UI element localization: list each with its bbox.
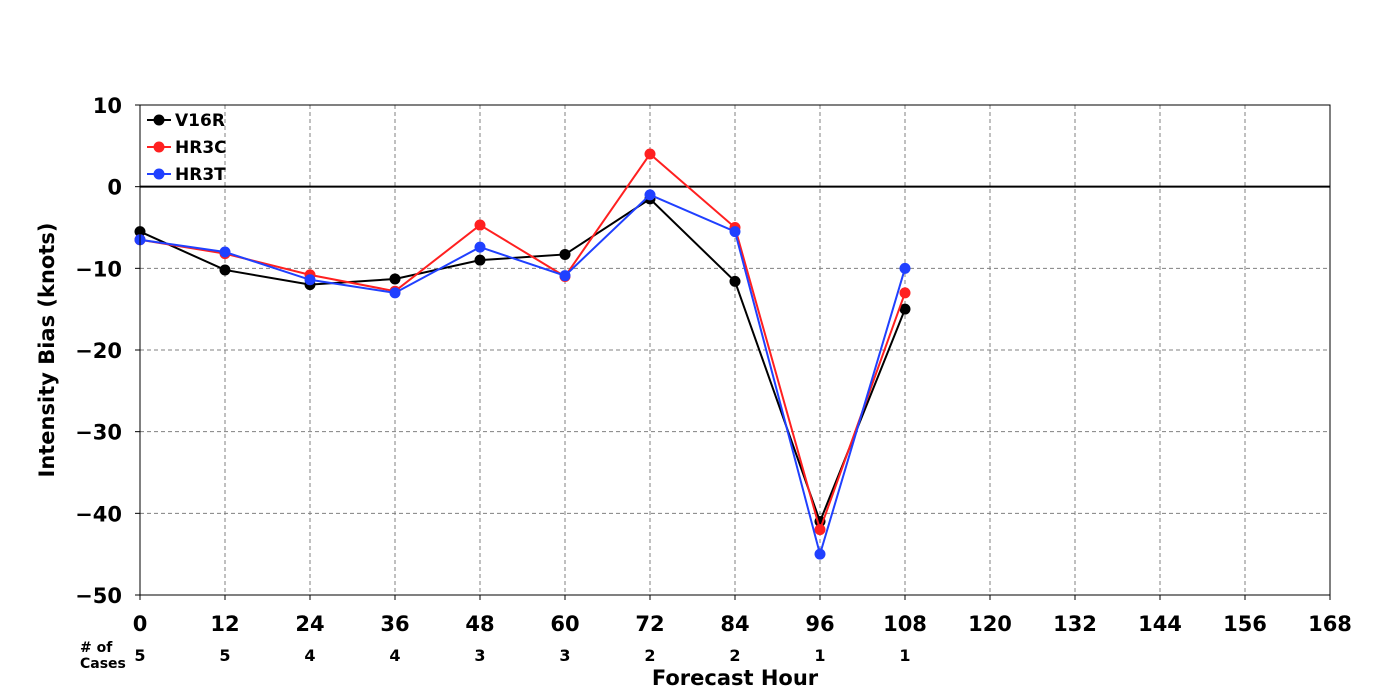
data-point — [474, 219, 486, 231]
y-tick-label: −40 — [75, 502, 122, 526]
y-axis-title: Intensity Bias (knots) — [35, 223, 59, 478]
series-line — [139, 152, 906, 533]
data-point — [644, 189, 656, 201]
x-tick-label: 12 — [210, 612, 239, 636]
x-tick-label: 24 — [295, 612, 324, 636]
x-tick-label: 84 — [720, 612, 749, 636]
y-tick-label: −30 — [75, 421, 122, 445]
x-tick-label: 120 — [968, 612, 1012, 636]
data-point — [814, 548, 826, 560]
series-lines — [134, 148, 911, 560]
cases-label-line2: Cases — [80, 656, 126, 672]
data-point — [389, 287, 401, 299]
case-count: 5 — [219, 646, 230, 665]
case-count: 2 — [729, 646, 740, 665]
x-tick-label: 60 — [550, 612, 579, 636]
y-tick-label: −50 — [75, 584, 122, 608]
data-point — [389, 273, 401, 285]
legend: V16R HR3C HR3T — [147, 111, 227, 185]
x-axis-ticks: 0 12 24 36 48 60 72 84 96 108 120 132 144 156 168 — [133, 595, 1352, 636]
y-tick-label: 10 — [93, 94, 122, 118]
legend-label: V16R — [175, 111, 225, 131]
legend-item-hr3t: HR3T — [147, 165, 226, 185]
data-point — [559, 270, 571, 282]
y-axis-ticks: 10 0 −10 −20 −30 −40 −50 — [75, 94, 140, 608]
data-point — [814, 524, 826, 536]
x-tick-label: 168 — [1308, 612, 1352, 636]
case-count: 5 — [134, 646, 145, 665]
x-tick-label: 132 — [1053, 612, 1097, 636]
x-tick-label: 0 — [133, 612, 148, 636]
data-point — [644, 148, 656, 160]
case-count: 4 — [304, 646, 315, 665]
data-point — [899, 287, 911, 299]
data-point — [304, 274, 316, 286]
x-tick-label: 72 — [635, 612, 664, 636]
x-tick-label: 108 — [883, 612, 927, 636]
y-tick-label: −10 — [75, 257, 122, 281]
series-line — [139, 197, 906, 525]
legend-label: HR3T — [175, 165, 226, 185]
legend-label: HR3C — [175, 138, 227, 158]
grid-lines — [140, 105, 1330, 595]
series-v16r — [134, 193, 911, 527]
data-point — [899, 262, 911, 274]
case-count: 1 — [814, 646, 825, 665]
case-count: 1 — [899, 646, 910, 665]
legend-item-hr3c: HR3C — [147, 138, 227, 158]
x-tick-label: 48 — [465, 612, 494, 636]
data-point — [729, 226, 741, 238]
case-count: 3 — [474, 646, 485, 665]
cases-label-line1: # of — [80, 640, 113, 656]
x-axis-title: Forecast Hour — [652, 666, 819, 690]
data-point — [474, 254, 486, 266]
data-point — [729, 275, 741, 287]
legend-item-v16r: V16R — [147, 111, 225, 131]
data-point — [559, 248, 571, 260]
x-tick-label: 96 — [805, 612, 834, 636]
data-point — [219, 246, 231, 258]
legend-marker — [153, 114, 165, 126]
data-point — [899, 303, 911, 315]
series-line — [139, 193, 906, 558]
data-point — [474, 241, 486, 253]
series-hr3t — [134, 189, 911, 560]
x-tick-label: 156 — [1223, 612, 1267, 636]
legend-marker — [153, 141, 165, 153]
x-tick-label: 144 — [1138, 612, 1182, 636]
case-count: 3 — [559, 646, 570, 665]
case-count: 4 — [389, 646, 400, 665]
y-tick-label: 0 — [107, 176, 122, 200]
x-tick-label: 36 — [380, 612, 409, 636]
y-tick-label: −20 — [75, 339, 122, 363]
legend-marker — [153, 168, 165, 180]
series-hr3c — [134, 148, 911, 536]
data-point — [219, 264, 231, 276]
case-count: 2 — [644, 646, 655, 665]
